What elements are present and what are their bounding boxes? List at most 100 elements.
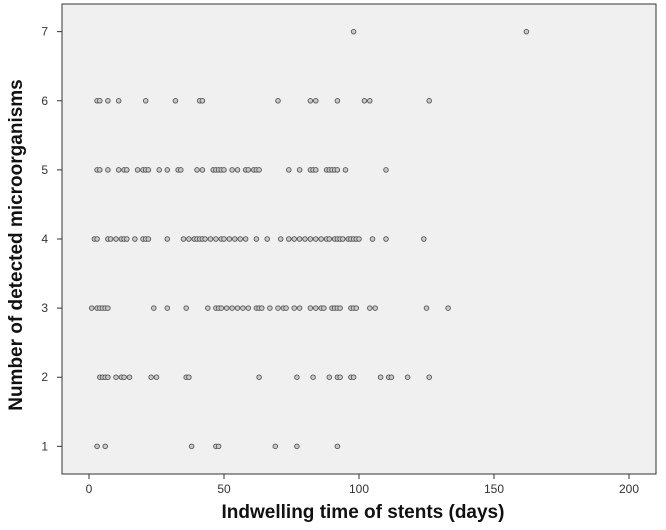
data-point [294, 374, 300, 380]
data-point [153, 374, 160, 380]
data-point [121, 374, 127, 380]
data-point [377, 374, 384, 380]
data-point [334, 443, 341, 450]
data-point [113, 374, 119, 380]
data-point [199, 98, 206, 104]
data-points [88, 28, 530, 450]
data-point [275, 305, 281, 311]
data-point [321, 305, 327, 311]
data-point [115, 167, 122, 173]
data-point [383, 167, 389, 173]
data-point [264, 236, 270, 242]
data-point [164, 236, 171, 242]
data-point [356, 236, 362, 242]
data-point [105, 98, 111, 104]
x-axis-title: Indwelling time of stents (days) [222, 502, 505, 523]
data-point [232, 236, 238, 242]
y-tick-label: 1 [41, 439, 48, 453]
data-point [318, 236, 324, 242]
data-point [172, 98, 179, 104]
data-point [302, 236, 308, 242]
data-point [94, 443, 100, 450]
y-tick-label: 5 [41, 163, 48, 177]
data-point [313, 236, 319, 242]
data-point [105, 167, 111, 173]
data-point [307, 98, 314, 104]
data-point [186, 236, 192, 242]
data-point [353, 305, 360, 311]
data-point [326, 374, 333, 380]
data-point [372, 305, 378, 311]
data-point [286, 167, 292, 173]
data-point [313, 98, 319, 104]
data-point [126, 374, 133, 380]
data-point [97, 98, 103, 104]
data-point [369, 236, 376, 242]
data-point [105, 374, 111, 380]
x-tick-label: 200 [619, 482, 639, 496]
y-axis: 1 2 3 4 5 6 7 [41, 25, 62, 453]
data-point [445, 305, 451, 311]
data-point [105, 305, 111, 311]
data-point [124, 236, 130, 242]
data-point [334, 98, 341, 104]
data-point [178, 167, 184, 173]
data-point [229, 305, 235, 311]
data-point [326, 236, 333, 242]
data-point [291, 305, 297, 311]
data-point [253, 236, 260, 242]
data-point [423, 305, 430, 311]
data-point [275, 98, 281, 104]
data-point [223, 305, 230, 311]
data-point [307, 305, 314, 311]
data-point [215, 443, 222, 450]
data-point [242, 236, 249, 242]
data-point [107, 236, 114, 242]
data-point [421, 236, 427, 242]
data-point [205, 305, 211, 311]
data-point [115, 98, 122, 104]
x-tick-label: 0 [86, 482, 93, 496]
data-point [113, 236, 119, 242]
data-point [350, 374, 357, 380]
data-point [259, 305, 265, 311]
data-point [350, 28, 357, 35]
y-tick-label: 6 [41, 94, 48, 108]
y-axis-title: Number of detected microorganisms [6, 79, 27, 411]
x-axis: 0 50 100 150 200 [86, 474, 639, 496]
data-point [523, 28, 530, 35]
data-point [226, 236, 233, 242]
data-point [286, 236, 292, 242]
data-point [180, 236, 187, 242]
data-point [383, 236, 389, 242]
data-point [283, 305, 289, 311]
x-tick-label: 100 [349, 482, 369, 496]
data-point [124, 167, 130, 173]
data-point [404, 374, 411, 380]
data-point [291, 236, 297, 242]
data-point [388, 374, 395, 380]
data-point [194, 167, 200, 173]
data-point [267, 305, 273, 311]
data-point [313, 167, 319, 173]
data-point [334, 167, 341, 173]
data-point [277, 236, 284, 242]
data-point [221, 236, 227, 242]
data-point [229, 167, 235, 173]
data-point [256, 374, 262, 380]
data-point [313, 305, 319, 311]
data-point [340, 236, 346, 242]
x-tick-label: 150 [484, 482, 504, 496]
y-tick-label: 2 [41, 370, 48, 384]
data-point [188, 443, 195, 450]
data-point [294, 443, 300, 450]
data-point [145, 167, 152, 173]
data-point [134, 167, 141, 173]
y-tick-label: 3 [41, 301, 48, 315]
data-point [186, 374, 192, 380]
data-point [207, 236, 214, 242]
data-point [245, 167, 252, 173]
data-point [296, 236, 303, 242]
data-point [426, 374, 432, 380]
data-point [272, 443, 279, 450]
